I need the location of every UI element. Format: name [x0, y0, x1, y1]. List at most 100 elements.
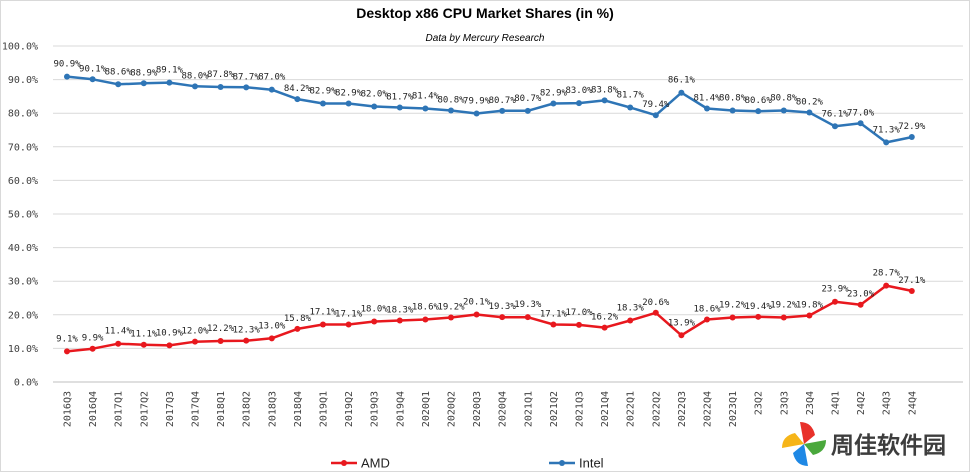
amd-data-label: 12.0% — [181, 327, 209, 337]
intel-data-label: 86.1% — [668, 76, 696, 86]
intel-data-point — [524, 107, 531, 114]
amd-data-point — [268, 335, 275, 342]
y-tick-label: 40.0% — [8, 243, 38, 254]
amd-data-label: 11.4% — [105, 327, 133, 337]
amd-data-label: 17.1% — [335, 310, 363, 320]
x-tick-label: 2018Q3 — [267, 391, 278, 427]
amd-data-point — [806, 312, 813, 319]
amd-data-label: 23.0% — [847, 290, 875, 300]
x-tick-label: 2018Q2 — [242, 391, 253, 427]
amd-data-label: 20.6% — [642, 298, 670, 308]
amd-data-label: 18.3% — [617, 304, 645, 314]
amd-data-label: 18.6% — [693, 305, 721, 315]
x-tick-label: 24Q4 — [907, 391, 918, 415]
intel-legend-marker — [559, 460, 565, 466]
x-tick-label: 2016Q3 — [63, 391, 74, 427]
amd-data-point — [345, 321, 352, 328]
intel-data-label: 84.2% — [284, 84, 312, 94]
amd-data-label: 15.8% — [284, 314, 312, 324]
intel-data-label: 80.6% — [745, 96, 773, 106]
intel-data-point — [320, 100, 326, 107]
x-tick-label: 24Q3 — [882, 391, 893, 415]
amd-data-point — [601, 324, 608, 331]
x-tick-label: 23Q4 — [805, 391, 816, 415]
intel-data-point — [166, 79, 173, 86]
intel-data-label: 81.7% — [617, 90, 645, 100]
amd-data-label: 23.9% — [821, 285, 849, 295]
x-tick-label: 2016Q4 — [88, 391, 99, 427]
amd-data-point — [524, 314, 531, 321]
chart-subtitle: Data by Mercury Research — [426, 33, 545, 44]
y-tick-label: 30.0% — [8, 277, 38, 288]
x-tick-label: 2021Q1 — [523, 391, 534, 427]
x-tick-label: 2020Q4 — [498, 391, 509, 427]
intel-data-point — [627, 104, 634, 111]
intel-data-label: 82.9% — [540, 88, 568, 98]
intel-data-label: 80.8% — [437, 96, 465, 106]
intel-data-point — [780, 107, 787, 114]
y-tick-label: 20.0% — [8, 310, 38, 321]
intel-data-label: 81.4% — [412, 91, 440, 101]
intel-data-point — [64, 73, 70, 80]
amd-data-point — [140, 341, 147, 348]
intel-data-point — [729, 107, 736, 114]
x-tick-label: 2020Q3 — [472, 391, 483, 427]
x-tick-label: 2020Q2 — [447, 391, 458, 427]
x-tick-label: 2017Q1 — [114, 391, 125, 427]
intel-data-label: 77.0% — [847, 108, 875, 118]
intel-data-point — [832, 123, 838, 130]
intel-data-label: 76.1% — [821, 109, 849, 119]
x-tick-label: 2018Q1 — [216, 391, 227, 427]
intel-data-point — [601, 97, 608, 104]
intel-data-label: 80.7% — [514, 94, 542, 104]
x-tick-label: 2017Q2 — [139, 391, 150, 427]
y-tick-label: 0.0% — [14, 378, 38, 389]
amd-data-label: 9.9% — [82, 334, 104, 344]
intel-data-point — [243, 84, 250, 91]
data-labels: 90.9%90.1%88.6%88.9%89.1%88.0%87.8%87.7%… — [53, 60, 925, 345]
amd-data-point — [652, 309, 659, 316]
y-tick-label: 60.0% — [8, 176, 38, 187]
intel-data-point — [576, 100, 582, 107]
intel-data-label: 82.9% — [309, 86, 337, 96]
amd-data-label: 17.1% — [309, 308, 337, 318]
amd-data-label: 13.9% — [668, 318, 696, 328]
intel-data-label: 89.1% — [156, 66, 184, 76]
amd-data-point — [729, 314, 736, 321]
intel-data-label: 83.8% — [591, 85, 619, 95]
intel-data-label: 80.8% — [719, 94, 747, 104]
intel-data-point — [652, 112, 659, 119]
amd-data-label: 19.2% — [719, 300, 747, 310]
intel-data-label: 71.3% — [873, 125, 901, 135]
amd-data-label: 20.1% — [463, 297, 491, 307]
amd-data-point — [832, 298, 838, 305]
amd-data-label: 19.3% — [514, 300, 542, 310]
intel-data-point — [550, 100, 557, 107]
x-tick-label: 24Q2 — [856, 391, 867, 415]
intel-data-label: 82.9% — [335, 88, 363, 98]
x-tick-label: 24Q1 — [831, 391, 842, 415]
intel-data-label: 81.4% — [693, 93, 721, 103]
amd-data-label: 19.2% — [437, 302, 465, 312]
x-tick-label: 23Q2 — [754, 391, 765, 415]
amd-data-point — [780, 314, 787, 321]
amd-legend-marker — [341, 460, 347, 466]
amd-data-point — [678, 332, 685, 339]
y-tick-label: 50.0% — [8, 210, 38, 221]
amd-data-label: 19.2% — [770, 300, 798, 310]
intel-data-point — [345, 100, 352, 107]
x-tick-label: 2021Q2 — [549, 391, 560, 427]
intel-data-point — [499, 107, 506, 114]
amd-data-point — [908, 287, 915, 294]
amd-data-point — [294, 325, 301, 332]
pinwheel-logo-icon — [782, 422, 826, 466]
amd-data-label: 27.1% — [898, 276, 926, 286]
x-tick-label: 2018Q4 — [293, 391, 304, 427]
amd-data-label: 16.2% — [591, 313, 619, 323]
intel-data-label: 81.7% — [386, 92, 414, 102]
watermark: 周佳软件园 — [782, 422, 946, 466]
amd-data-label: 17.1% — [540, 310, 568, 320]
amd-data-point — [89, 345, 96, 352]
intel-data-label: 79.9% — [463, 97, 491, 107]
